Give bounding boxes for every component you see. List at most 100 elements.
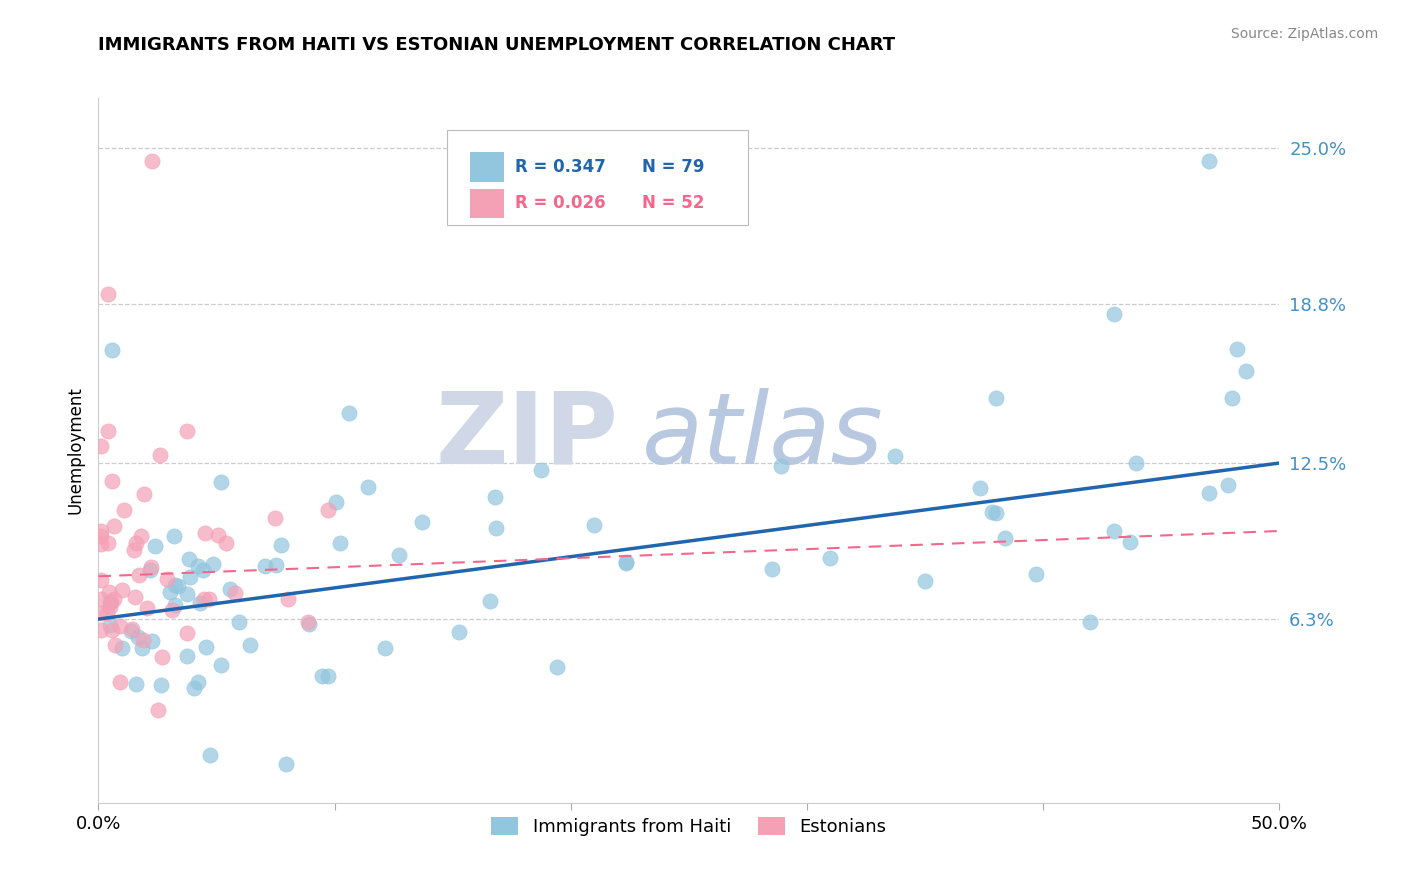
Point <box>614 555 637 569</box>
Point <box>131 633 153 648</box>
Point <box>141 560 163 574</box>
Point <box>136 601 159 615</box>
Point <box>316 669 339 683</box>
Point <box>176 626 198 640</box>
Text: IMMIGRANTS FROM HAITI VS ESTONIAN UNEMPLOYMENT CORRELATION CHART: IMMIGRANTS FROM HAITI VS ESTONIAN UNEMPL… <box>98 36 896 54</box>
Point <box>484 490 506 504</box>
Point <box>253 559 276 574</box>
Point <box>127 631 149 645</box>
Point <box>101 474 124 488</box>
Point <box>193 592 215 607</box>
Point <box>914 574 936 589</box>
Point <box>984 507 1007 521</box>
Point <box>1102 307 1125 321</box>
Point <box>163 529 186 543</box>
Point <box>194 640 217 654</box>
Point <box>156 573 179 587</box>
Point <box>96 607 118 621</box>
Point <box>337 406 360 420</box>
Point <box>1226 342 1249 356</box>
Point <box>546 660 568 674</box>
Point <box>485 521 508 535</box>
Text: N = 79: N = 79 <box>641 158 704 176</box>
Point <box>239 639 262 653</box>
Point <box>984 391 1007 405</box>
Point <box>98 618 121 632</box>
Point <box>176 424 198 438</box>
Point <box>101 624 124 638</box>
Point <box>98 594 121 608</box>
Point <box>209 657 232 672</box>
Text: atlas: atlas <box>641 388 883 485</box>
Point <box>981 505 1004 519</box>
Point <box>1125 456 1147 470</box>
Point <box>276 756 298 771</box>
Point <box>176 649 198 664</box>
Point <box>1118 534 1140 549</box>
Point <box>90 591 112 606</box>
Point <box>187 675 209 690</box>
Point <box>143 539 166 553</box>
Point <box>219 582 242 596</box>
Point <box>270 538 292 552</box>
Point <box>583 518 606 533</box>
Point <box>769 459 792 474</box>
Point <box>325 495 347 509</box>
Point <box>201 558 224 572</box>
Point <box>90 574 112 588</box>
Point <box>129 529 152 543</box>
Point <box>188 596 211 610</box>
Point <box>160 602 183 616</box>
Point <box>159 585 181 599</box>
Point <box>297 616 319 631</box>
Point <box>120 624 142 639</box>
Point <box>329 536 352 550</box>
Text: ZIP: ZIP <box>436 388 619 485</box>
Point <box>994 531 1017 545</box>
Point <box>530 463 553 477</box>
Point <box>191 563 214 577</box>
Point <box>97 536 120 550</box>
Text: R = 0.347: R = 0.347 <box>516 158 606 176</box>
Point <box>150 650 173 665</box>
Point <box>141 154 163 169</box>
Point <box>761 561 783 575</box>
Point <box>90 606 112 620</box>
Bar <box>471 188 503 219</box>
Point <box>112 503 135 517</box>
Point <box>108 675 131 690</box>
Point <box>297 615 319 630</box>
Point <box>316 503 339 517</box>
Point <box>98 599 121 614</box>
Point <box>183 681 205 695</box>
Point <box>228 615 250 630</box>
Point <box>90 623 112 637</box>
Point <box>121 622 143 636</box>
Point <box>166 579 188 593</box>
Point <box>111 640 134 655</box>
Point <box>1198 154 1220 169</box>
Point <box>176 586 198 600</box>
Point <box>100 595 122 609</box>
Point <box>139 563 162 577</box>
Point <box>179 570 201 584</box>
Point <box>179 552 201 566</box>
Point <box>97 424 120 438</box>
Point <box>90 524 112 538</box>
Point <box>616 556 638 570</box>
Point <box>146 703 169 717</box>
Point <box>124 591 146 605</box>
Point <box>1234 364 1257 378</box>
Point <box>198 747 221 762</box>
Text: R = 0.026: R = 0.026 <box>516 194 606 212</box>
Point <box>277 592 299 607</box>
Bar <box>471 152 503 182</box>
Point <box>122 542 145 557</box>
Point <box>883 449 905 463</box>
Point <box>165 598 187 612</box>
Point <box>187 559 209 574</box>
Point <box>209 475 232 490</box>
Point <box>388 549 411 563</box>
Point <box>818 551 841 566</box>
Point <box>108 619 131 633</box>
